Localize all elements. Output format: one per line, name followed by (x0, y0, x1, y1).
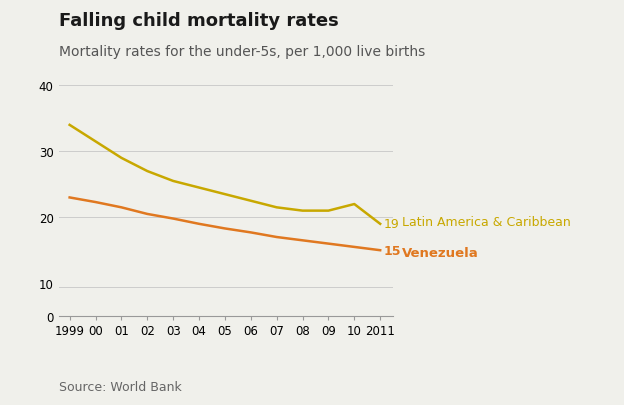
Text: Latin America & Caribbean: Latin America & Caribbean (402, 216, 571, 229)
Text: Venezuela: Venezuela (402, 246, 479, 259)
Text: Falling child mortality rates: Falling child mortality rates (59, 12, 339, 30)
Text: 19: 19 (383, 218, 399, 231)
Text: Mortality rates for the under-5s, per 1,000 live births: Mortality rates for the under-5s, per 1,… (59, 45, 426, 58)
Text: Source: World Bank: Source: World Bank (59, 380, 182, 393)
Text: 15: 15 (383, 244, 401, 257)
